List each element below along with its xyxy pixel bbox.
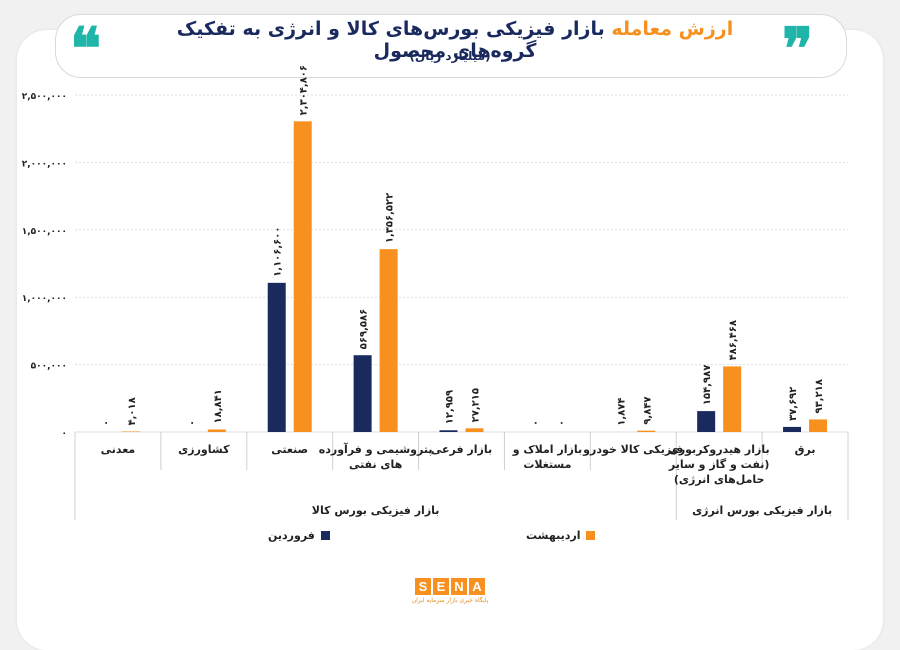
category-label: بازار هیدروکربوری <box>669 443 770 456</box>
data-label: ۲,۳۰۴,۸۰۶ <box>299 65 310 115</box>
data-label: ۰ <box>556 420 567 426</box>
logo-letter: A <box>469 578 485 595</box>
legend-item-farvardin: فروردین <box>268 529 330 542</box>
bar-farvardin <box>783 426 802 432</box>
data-label: ۰ <box>101 420 112 426</box>
logo-tagline: پایگاه خبری بازار سرمایه ایران <box>411 597 489 604</box>
quote-mark-left-icon: ❝ <box>70 15 102 83</box>
bar-farvardin <box>697 411 716 432</box>
category-label: فیزیکی کالا خودرو <box>582 443 683 456</box>
category-label: بازار فرعی <box>431 443 492 456</box>
bar-farvardin <box>267 282 286 432</box>
data-label: ۹,۸۴۷ <box>642 396 653 424</box>
legend-swatch-ordibehesht <box>586 531 596 540</box>
data-label: ۱۸,۸۴۱ <box>213 389 224 423</box>
y-tick-label: ۱,۰۰۰,۰۰۰ <box>22 294 67 304</box>
group-label: بازار فیزیکی بورس انرژی <box>692 504 832 517</box>
bar-ordibehesht <box>637 430 656 432</box>
category-label: برق <box>795 443 816 456</box>
group-label: بازار فیزیکی بورس کالا <box>312 504 440 517</box>
category-label: بازار املاک و <box>512 443 582 456</box>
legend-item-ordibehesht: اردیبهشت <box>526 529 596 542</box>
title-part-3: به تفکیک گروه‌های محصول <box>176 18 537 62</box>
data-label: ۳۷,۶۹۲ <box>788 387 799 421</box>
data-label: ۰ <box>187 420 198 426</box>
category-label: صنعتی <box>271 443 308 456</box>
chart-title: ارزش معامله بازار فیزیکی بورس‌های کالا و… <box>135 18 775 62</box>
data-label: ۴۸۶,۴۶۸ <box>728 320 739 360</box>
category-label: کشاورزی <box>178 443 230 456</box>
legend-swatch-farvardin <box>320 531 330 540</box>
data-label: ۰ <box>530 420 541 426</box>
bar-ordibehesht <box>809 419 828 432</box>
bar-ordibehesht <box>207 429 226 432</box>
bar-ordibehesht <box>293 121 312 433</box>
title-box <box>55 14 847 78</box>
sena-logo: S E N A پایگاه خبری بازار سرمایه ایران <box>411 578 489 610</box>
logo-letter: E <box>433 578 449 595</box>
category-label: معدنی <box>101 443 136 456</box>
bar-ordibehesht <box>723 366 742 432</box>
bar-ordibehesht <box>465 428 484 432</box>
logo-letter: N <box>451 578 467 595</box>
data-label: ۱,۳۵۶,۵۲۲ <box>385 193 396 243</box>
bar-chart: ۰ ۵۰۰,۰۰۰ ۱,۰۰۰,۰۰۰ ۱,۵۰۰,۰۰۰ ۲,۰۰۰,۰۰۰ ۲,۵۰۰… <box>22 65 849 520</box>
logo-letter: S <box>415 578 431 595</box>
y-tick-label: ۰ <box>62 429 68 439</box>
legend-label-ordibehesht: اردیبهشت <box>526 529 581 542</box>
category-label: حامل‌های انرژی) <box>674 473 765 486</box>
data-label: ۱۲,۹۵۹ <box>445 390 456 424</box>
y-tick-label: ۲,۰۰۰,۰۰۰ <box>22 159 67 169</box>
data-label: ۲۷,۲۱۵ <box>471 388 482 422</box>
category-label: پتروشیمی و فرآورده <box>319 442 433 456</box>
data-label: ۴,۰۱۸ <box>127 397 138 425</box>
y-tick-label: ۲,۵۰۰,۰۰۰ <box>22 92 67 102</box>
bar-ordibehesht <box>121 431 140 432</box>
chart-card <box>17 30 883 650</box>
y-tick-label: ۵۰۰,۰۰۰ <box>31 362 67 372</box>
bar-ordibehesht <box>379 249 398 432</box>
title-part-1: ارزش معامله <box>604 18 734 40</box>
title-part-2: بازار فیزیکی بورس‌های کالا و انرژی <box>267 18 605 40</box>
data-label: ۱,۱۰۶,۶۰۰ <box>273 227 284 277</box>
y-tick-label: ۱,۵۰۰,۰۰۰ <box>22 227 67 237</box>
data-label: ۱,۸۷۴ <box>616 398 627 426</box>
data-label: ۱۵۴,۹۸۷ <box>702 365 713 405</box>
quote-mark-right-icon: ❞ <box>782 15 814 83</box>
bar-farvardin <box>439 430 458 432</box>
data-label: ۹۳,۲۱۸ <box>814 379 825 413</box>
data-label: ۵۶۹,۵۸۶ <box>359 309 370 349</box>
category-label: (نفت و گاز و سایر <box>668 458 770 471</box>
category-label: مستغلات <box>523 458 571 471</box>
bar-farvardin <box>353 355 372 432</box>
legend-label-farvardin: فروردین <box>268 529 315 542</box>
category-label: های نفتی <box>349 458 402 471</box>
chart-subtitle: (میلیارد ریال) <box>409 49 491 63</box>
